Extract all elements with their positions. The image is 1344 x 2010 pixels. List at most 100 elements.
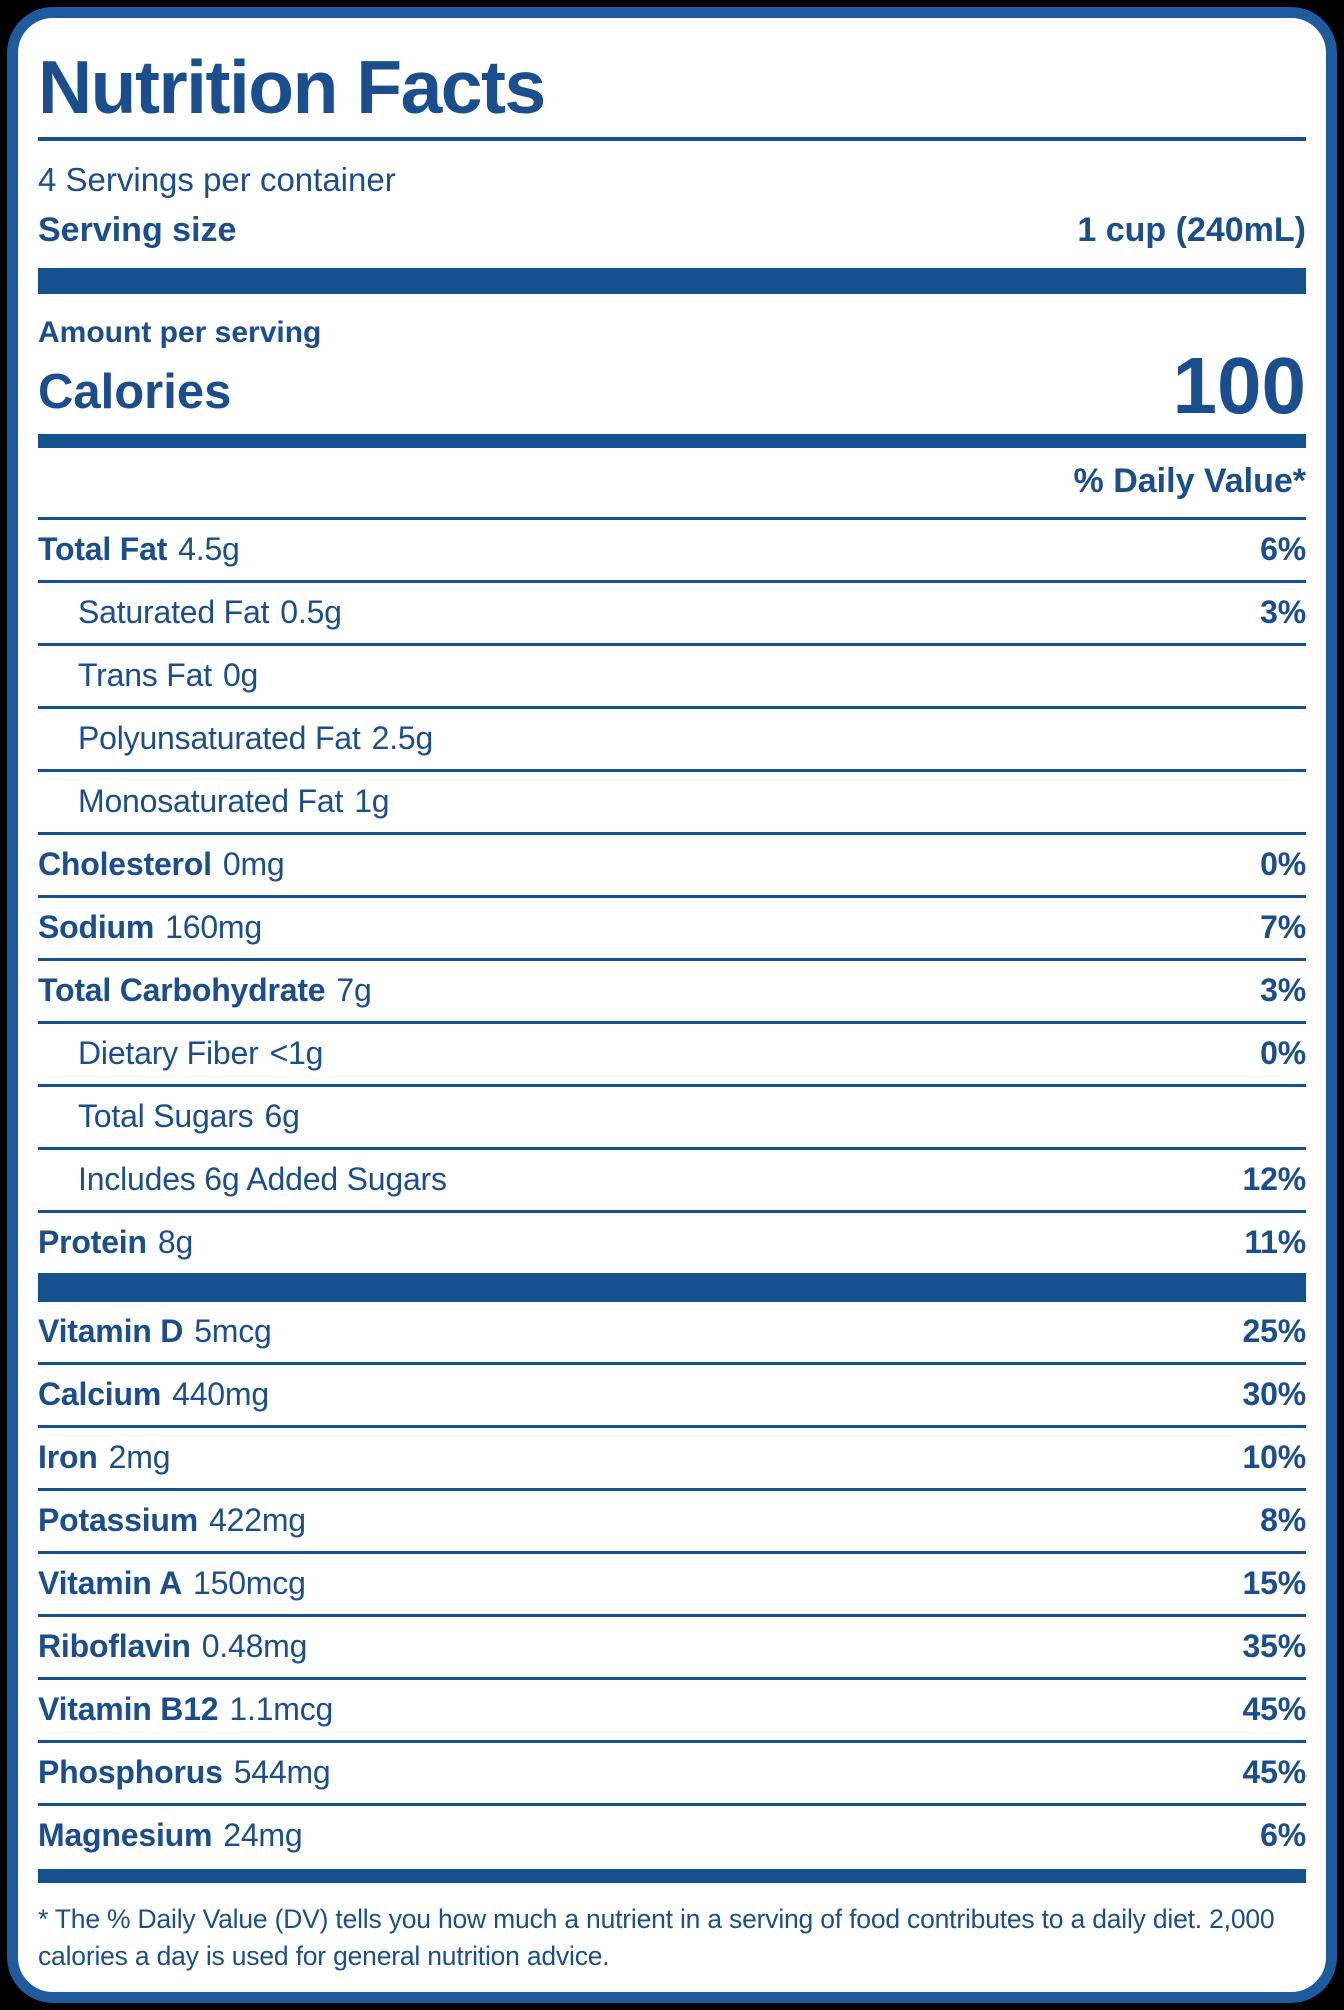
nutrient-daily-value: 25%: [1242, 1313, 1307, 1350]
amount-per-serving-label: Amount per serving: [38, 315, 322, 349]
nutrient-amount: 1g: [354, 783, 390, 820]
section-bar-bottom: [38, 1868, 1306, 1883]
nutrient-left-group: Calcium 440mg: [38, 1376, 269, 1413]
calories-bar: [38, 433, 1306, 448]
micronutrient-table: Vitamin D 5mcg 25% Calcium 440mg 30% Iron 2mg 10…: [38, 1302, 1306, 1866]
nutrient-amount: 8g: [157, 1224, 194, 1261]
micronutrient-row: Vitamin D 5mcg 25%: [38, 1302, 1306, 1362]
daily-value-header: % Daily Value*: [1073, 461, 1306, 500]
nutrient-daily-value: 6%: [1260, 1817, 1306, 1854]
nutrient-daily-value: 8%: [1260, 1502, 1306, 1539]
nutrient-amount: 0mg: [222, 846, 285, 883]
nutrient-row: Cholesterol 0mg 0%: [38, 831, 1306, 895]
section-bar-vitamins: [38, 1272, 1306, 1302]
nutrient-daily-value: 30%: [1242, 1376, 1307, 1413]
nutrient-amount: 24mg: [223, 1817, 303, 1854]
nutrient-left-group: Vitamin B12 1.1mcg: [38, 1691, 333, 1728]
nutrient-amount: 4.5g: [178, 531, 240, 568]
nutrient-daily-value: 3%: [1260, 594, 1306, 631]
nutrient-name: Total Sugars: [78, 1098, 254, 1135]
nutrient-name: Total Carbohydrate: [38, 972, 326, 1009]
nutrient-left-group: Phosphorus 544mg: [38, 1754, 331, 1791]
nutrient-amount: <1g: [269, 1035, 324, 1072]
nutrient-amount: 422mg: [209, 1502, 306, 1539]
nutrient-daily-value: 12%: [1242, 1161, 1307, 1198]
calories-row: Calories 100: [38, 340, 1306, 430]
nutrient-daily-value: 45%: [1242, 1691, 1307, 1728]
nutrient-left-group: Saturated Fat 0.5g: [38, 594, 342, 631]
calories-label: Calories: [38, 364, 232, 419]
nutrient-row: Total Carbohydrate 7g 3%: [38, 957, 1306, 1021]
nutrient-name: Protein: [38, 1224, 147, 1261]
nutrient-row: Total Fat 4.5g 6%: [38, 516, 1306, 580]
nutrient-left-group: Total Fat 4.5g: [38, 531, 240, 568]
nutrient-row: Trans Fat 0g: [38, 642, 1306, 706]
nutrient-row: Sodium 160mg 7%: [38, 894, 1306, 958]
nutrient-name: Dietary Fiber: [78, 1035, 259, 1072]
nutrient-name: Magnesium: [38, 1817, 213, 1854]
title-divider: [38, 136, 1306, 141]
nutrient-daily-value: 7%: [1260, 909, 1306, 946]
nutrient-left-group: Includes 6g Added Sugars: [38, 1161, 447, 1198]
nutrient-name: Vitamin D: [38, 1313, 184, 1350]
nutrient-left-group: Total Carbohydrate 7g: [38, 972, 372, 1009]
nutrient-row: Polyunsaturated Fat 2.5g: [38, 705, 1306, 769]
nutrient-daily-value: 10%: [1242, 1439, 1307, 1476]
nutrient-name: Vitamin A: [38, 1565, 183, 1602]
nutrient-left-group: Total Sugars 6g: [38, 1098, 300, 1135]
nutrient-amount: 2.5g: [371, 720, 434, 757]
nutrient-left-group: Potassium 422mg: [38, 1502, 306, 1539]
micronutrient-row: Potassium 422mg 8%: [38, 1487, 1306, 1551]
micronutrient-row: Calcium 440mg 30%: [38, 1361, 1307, 1425]
nutrient-name: Sodium: [38, 909, 155, 946]
nutrient-name: Polyunsaturated Fat: [78, 720, 361, 757]
nutrient-name: Phosphorus: [38, 1754, 223, 1791]
nutrient-name: Total Fat: [38, 531, 168, 568]
nutrient-amount: 150mcg: [193, 1565, 306, 1602]
nutrient-row: Includes 6g Added Sugars 12%: [38, 1146, 1307, 1210]
servings-per-container: 4 Servings per container: [38, 160, 396, 198]
nutrient-name: Trans Fat: [78, 657, 212, 694]
nutrient-name: Calcium: [38, 1376, 162, 1413]
calories-value: 100: [1172, 340, 1306, 430]
nutrient-amount: 160mg: [165, 909, 262, 946]
nutrient-daily-value: 0%: [1260, 846, 1306, 883]
serving-size-label: Serving size: [38, 210, 237, 249]
label-title: Nutrition Facts: [38, 45, 546, 129]
nutrient-table: Total Fat 4.5g 6% Saturated Fat 0.5g 3% Trans …: [38, 516, 1307, 1273]
nutrient-daily-value: 11%: [1244, 1224, 1306, 1261]
nutrient-name: Riboflavin: [38, 1628, 191, 1665]
nutrient-name: Cholesterol: [38, 846, 212, 883]
nutrient-row: Dietary Fiber <1g 0%: [38, 1020, 1306, 1084]
nutrient-amount: 5mcg: [194, 1313, 272, 1350]
nutrient-amount: 440mg: [172, 1376, 269, 1413]
micronutrient-row: Iron 2mg 10%: [38, 1424, 1307, 1488]
micronutrient-row: Vitamin B12 1.1mcg 45%: [38, 1676, 1307, 1740]
section-bar-top: [38, 267, 1306, 294]
nutrient-row: Saturated Fat 0.5g 3%: [38, 579, 1306, 643]
nutrient-name: Saturated Fat: [78, 594, 270, 631]
micronutrient-row: Phosphorus 544mg 45%: [38, 1739, 1307, 1803]
nutrition-facts-label: Nutrition Facts 4 Servings per container…: [7, 7, 1337, 2003]
nutrient-daily-value: 6%: [1260, 531, 1306, 568]
micronutrient-row: Magnesium 24mg 6%: [38, 1802, 1306, 1866]
serving-size-row: Serving size 1 cup (240mL): [38, 211, 1306, 250]
nutrient-daily-value: 35%: [1242, 1628, 1307, 1665]
nutrient-name: Vitamin B12: [38, 1691, 219, 1728]
daily-value-footnote: * The % Daily Value (DV) tells you how m…: [38, 1903, 1275, 1971]
nutrient-left-group: Trans Fat 0g: [38, 657, 258, 694]
nutrient-amount: 0.5g: [280, 594, 342, 631]
nutrient-daily-value: 45%: [1242, 1754, 1307, 1791]
nutrient-row: Monosaturated Fat 1g: [38, 768, 1306, 832]
nutrient-row: Total Sugars 6g: [38, 1083, 1306, 1147]
nutrient-amount: 0g: [222, 657, 259, 694]
nutrient-amount: 7g: [336, 972, 372, 1009]
nutrient-left-group: Iron 2mg: [38, 1439, 170, 1476]
nutrient-name: Iron: [38, 1439, 98, 1476]
nutrient-daily-value: 3%: [1260, 972, 1306, 1009]
nutrient-amount: 2mg: [108, 1439, 171, 1476]
nutrient-daily-value: 0%: [1260, 1035, 1306, 1072]
nutrient-amount: 0.48mg: [201, 1628, 308, 1665]
nutrient-row: Protein 8g 11%: [38, 1209, 1306, 1273]
serving-size-value: 1 cup (240mL): [1077, 210, 1306, 249]
